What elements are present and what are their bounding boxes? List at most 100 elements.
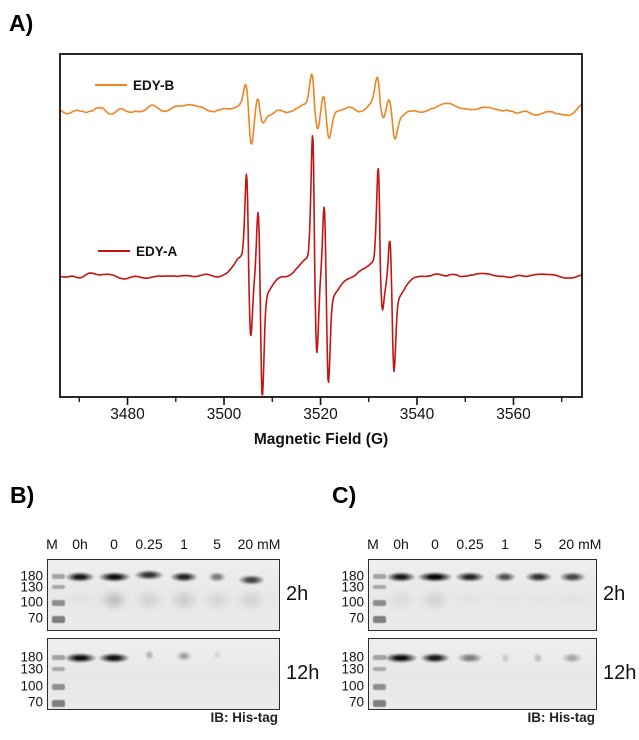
ladder-mark xyxy=(373,684,386,690)
band-smear xyxy=(491,589,519,611)
mw-label: 70 xyxy=(27,694,43,710)
protein-band xyxy=(63,653,97,663)
ladder-mark xyxy=(52,684,65,690)
legend-label-edy-b: EDY-B xyxy=(133,78,175,93)
lane-header: 0 xyxy=(110,536,118,552)
protein-band xyxy=(213,650,221,660)
protein-band xyxy=(455,572,485,582)
protein-band xyxy=(97,572,131,582)
protein-band xyxy=(383,653,419,663)
lane-header: 1 xyxy=(501,536,509,552)
lane-header: 1 xyxy=(180,536,188,552)
lane-header: 5 xyxy=(534,536,542,552)
mw-label: 130 xyxy=(20,661,43,677)
epr-spectrum-chart: 3480 3500 3520 3540 3560 Magnetic Field (G) ED… xyxy=(59,53,583,448)
lane-header: 0.25 xyxy=(135,536,163,552)
protein-band xyxy=(420,653,450,663)
band-smear xyxy=(237,589,265,611)
x-tick-label: 3480 xyxy=(110,406,145,423)
ladder-mark xyxy=(52,616,65,623)
mw-label: 180 xyxy=(341,649,364,665)
band-smear xyxy=(456,589,484,611)
panel-label-b: B) xyxy=(10,482,35,508)
blot-image-b-2h xyxy=(47,559,280,631)
lane-header: 20 mM xyxy=(237,536,281,552)
mw-label: 100 xyxy=(20,594,43,610)
mw-label: 180 xyxy=(20,649,43,665)
ladder-mark xyxy=(52,585,65,589)
ladder-mark xyxy=(373,574,386,579)
protein-band xyxy=(524,572,552,582)
panel-label-a: A) xyxy=(9,10,34,36)
lane-header: 5 xyxy=(213,536,221,552)
ladder-mark xyxy=(52,700,65,707)
protein-band xyxy=(207,572,227,582)
plot-frame xyxy=(59,53,583,398)
mw-label: 100 xyxy=(20,678,43,694)
time-label: 12h xyxy=(603,662,637,684)
blot-image-c-12h xyxy=(368,638,597,710)
ladder-mark xyxy=(373,667,386,671)
lane-header: 20 mM xyxy=(558,536,602,552)
protein-band xyxy=(98,653,130,663)
lane-header: 0h xyxy=(393,536,409,552)
protein-band xyxy=(65,572,95,582)
band-smear xyxy=(100,589,128,611)
time-label: 2h xyxy=(603,583,626,605)
blot-image-c-2h xyxy=(368,559,597,631)
blot-image-b-12h xyxy=(47,638,280,710)
time-label: 12h xyxy=(286,662,320,684)
protein-band xyxy=(500,653,510,663)
protein-band xyxy=(457,653,483,663)
band-smear xyxy=(135,589,163,611)
lane-header: 0.25 xyxy=(456,536,484,552)
ladder-mark xyxy=(52,600,65,606)
protein-band xyxy=(169,572,199,582)
band-smear xyxy=(203,589,231,611)
x-tick-label: 3500 xyxy=(207,406,242,423)
ladder-mark xyxy=(52,655,65,660)
protein-band xyxy=(144,650,154,660)
protein-band xyxy=(417,572,453,582)
ib-antibody-label: IB: His-tag xyxy=(527,710,596,725)
panel-label-c: C) xyxy=(332,482,357,508)
mw-label: 130 xyxy=(20,579,43,595)
ib-antibody-label: IB: His-tag xyxy=(210,710,279,725)
ladder-mark xyxy=(52,667,65,671)
protein-band xyxy=(237,575,265,585)
lane-header: M xyxy=(46,536,58,552)
legend-label-edy-a: EDY-A xyxy=(136,244,178,259)
x-tick-label: 3540 xyxy=(400,406,435,423)
time-label: 2h xyxy=(286,583,309,605)
lane-header: M xyxy=(367,536,379,552)
lane-header: 0h xyxy=(72,536,88,552)
protein-band xyxy=(175,651,193,661)
mw-label: 70 xyxy=(27,610,43,626)
band-smear xyxy=(421,589,449,611)
protein-band xyxy=(386,572,416,582)
mw-label: 130 xyxy=(341,661,364,677)
series-line-edy-b xyxy=(59,73,583,145)
lane-header: 0 xyxy=(431,536,439,552)
mw-label: 70 xyxy=(348,610,364,626)
band-smear xyxy=(66,589,94,611)
band-smear xyxy=(170,589,198,611)
x-tick-label: 3520 xyxy=(303,406,338,423)
ladder-mark xyxy=(373,616,386,623)
protein-band xyxy=(532,653,544,663)
mw-label: 180 xyxy=(20,568,43,584)
mw-label: 180 xyxy=(341,568,364,584)
protein-band xyxy=(562,653,582,663)
protein-band xyxy=(558,572,586,582)
mw-label: 70 xyxy=(348,694,364,710)
mw-label: 100 xyxy=(341,678,364,694)
x-axis-title: Magnetic Field (G) xyxy=(254,431,388,448)
ladder-mark xyxy=(373,700,386,707)
ladder-mark xyxy=(52,574,65,579)
band-smear xyxy=(558,589,586,611)
mw-label: 130 xyxy=(341,579,364,595)
series-line-edy-a xyxy=(59,135,582,396)
ladder-mark xyxy=(373,585,386,589)
